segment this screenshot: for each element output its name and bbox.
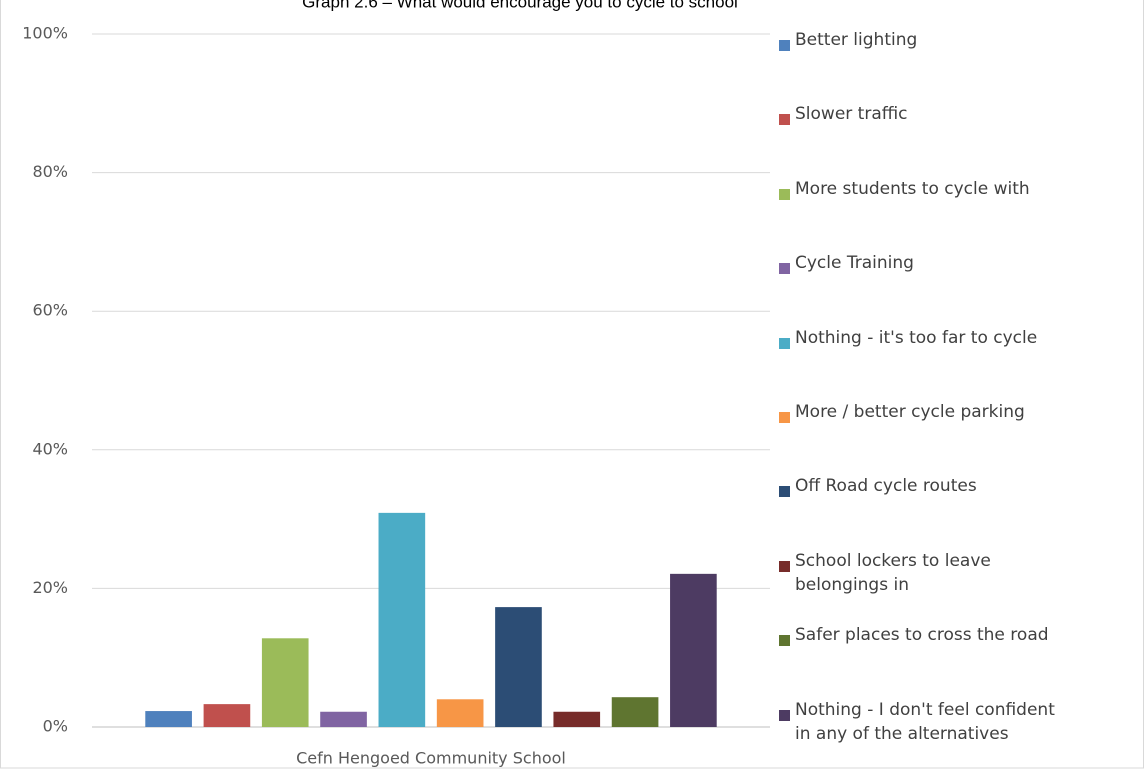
- legend-label: Safer places to cross the road: [795, 625, 1049, 646]
- y-tick-label: 60%: [32, 301, 68, 320]
- legend-item: School lockers to leave belongings in: [779, 551, 1079, 597]
- bar: [495, 607, 542, 727]
- bar: [611, 697, 659, 727]
- y-tick-label: 80%: [32, 162, 68, 181]
- legend-label: Cycle Training: [795, 253, 914, 274]
- bar: [436, 699, 484, 727]
- legend-label: Off Road cycle routes: [795, 476, 977, 497]
- legend-swatch: [779, 560, 790, 572]
- y-tick-label: 40%: [32, 439, 68, 458]
- bar: [670, 573, 717, 727]
- bar: [261, 638, 309, 727]
- bar: [203, 704, 251, 727]
- legend-label: School lockers to leave belongings in: [795, 550, 991, 595]
- legend-swatch: [779, 709, 790, 721]
- legend-item: Cycle Training: [779, 253, 1079, 281]
- legend-swatch: [779, 114, 790, 126]
- legend-label: Nothing - it's too far to cycle: [795, 327, 1038, 348]
- legend-item: Slower traffic: [779, 104, 1079, 132]
- legend-item: More / better cycle parking: [779, 402, 1079, 430]
- legend-swatch: [779, 412, 790, 423]
- bar: [553, 711, 601, 727]
- legend-label: Better lighting: [795, 30, 918, 50]
- legend-swatch: [779, 337, 790, 349]
- legend-item: Nothing - I don't feel confident in any …: [779, 700, 1079, 746]
- bar: [145, 711, 192, 727]
- legend-item: More students to cycle with: [779, 179, 1079, 207]
- x-tick-label: Cefn Hengoed Community School: [296, 749, 566, 768]
- legend-swatch: [779, 263, 790, 275]
- chart-title: Graph 2.6 – What would encourage you to …: [302, 0, 738, 11]
- y-tick-label: 20%: [32, 578, 68, 597]
- y-tick-label: 0%: [43, 717, 68, 736]
- bar: [378, 512, 426, 727]
- legend-swatch: [779, 188, 790, 200]
- legend-item: Nothing - it's too far to cycle: [779, 328, 1079, 356]
- legend-label: More students to cycle with: [795, 178, 1030, 199]
- legend-item: Better lighting: [779, 30, 1079, 58]
- legend-label: Slower traffic: [795, 104, 908, 125]
- legend-label: More / better cycle parking: [795, 402, 1025, 422]
- legend-swatch: [779, 486, 790, 498]
- y-tick-label: 100%: [22, 24, 68, 43]
- legend-item: Off Road cycle routes: [779, 476, 1079, 504]
- legend-label: Nothing - I don't feel confident in any …: [795, 699, 1055, 744]
- legend-swatch: [779, 635, 790, 647]
- legend-item: Safer places to cross the road: [779, 625, 1079, 653]
- bar: [320, 711, 367, 727]
- legend-swatch: [779, 40, 790, 51]
